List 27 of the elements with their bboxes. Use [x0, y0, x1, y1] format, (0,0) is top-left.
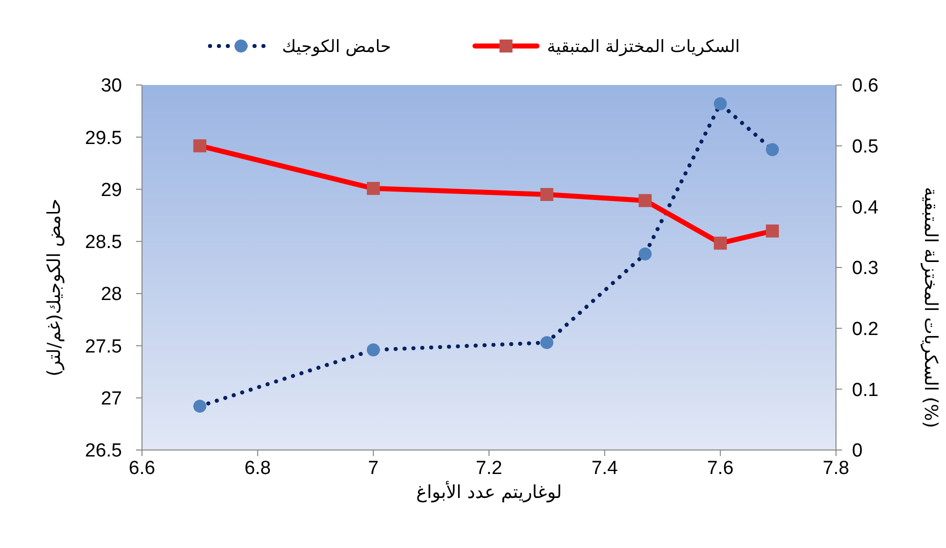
- y2-tick-label: 0.4: [852, 197, 879, 218]
- y-tick-label: 26.5: [85, 440, 122, 462]
- y-tick-label: 29: [100, 180, 122, 201]
- y2-tick-label: 0: [852, 440, 863, 462]
- x-tick-label: 6.6: [128, 458, 156, 479]
- y2-tick-label: 0.2: [852, 318, 878, 340]
- legend-label: حامض الكوجيك: [282, 36, 392, 57]
- y-tick-label: 30: [100, 76, 122, 97]
- y-tick-label: 27.5: [85, 336, 122, 358]
- y2-axis-title: السكريات المختزلة المتبقية (%): [920, 186, 941, 428]
- x-axis-title: لوغاريتم عدد الأبواغ: [416, 480, 562, 503]
- x-tick-label: 7: [368, 458, 379, 479]
- x-tick-label: 7.6: [707, 458, 734, 479]
- y-tick-label: 29.5: [85, 128, 122, 149]
- y-tick-label: 28.5: [85, 232, 122, 254]
- y2-tick-label: 0.5: [852, 136, 878, 158]
- x-tick-label: 7.2: [476, 458, 502, 479]
- y2-tick-label: 0.6: [852, 76, 878, 97]
- y2-tick-label: 0.1: [852, 380, 878, 401]
- x-tick-label: 7.4: [591, 458, 618, 479]
- x-tick-label: 7.8: [822, 458, 850, 479]
- y-axis-title: حامض الكوجيك(غم/لتر): [44, 198, 65, 376]
- x-tick-label: 6.8: [244, 458, 271, 479]
- y2-tick-label: 0.3: [852, 258, 878, 280]
- legend-label: السكريات المختزلة المتبقية: [547, 36, 740, 57]
- y-tick-label: 27: [100, 388, 122, 410]
- y-tick-label: 28: [100, 284, 122, 306]
